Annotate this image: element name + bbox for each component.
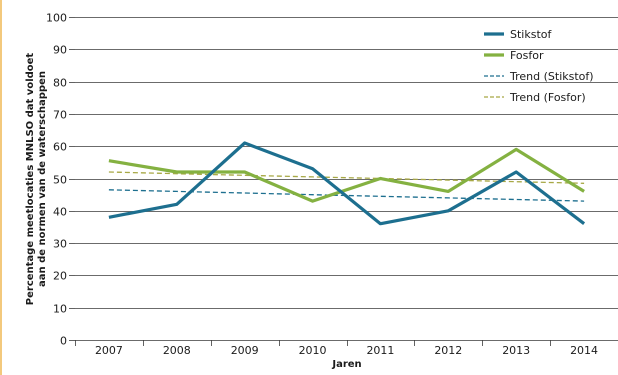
x-axis: 2007 2008 2009 2010 2011 2012 2013 2014 — [75, 340, 598, 357]
y-tick-label: 90 — [53, 44, 67, 57]
x-axis-title: Jaren — [331, 359, 361, 370]
legend-label: Stikstof — [510, 28, 552, 41]
legend-label: Trend (Stikstof) — [509, 70, 594, 83]
y-tick-label: 60 — [53, 141, 67, 154]
series-line-stikstof — [108, 141, 586, 226]
y-tick-label: 20 — [53, 270, 67, 283]
x-tick-label: 2013 — [502, 344, 530, 357]
x-tick-label: 2011 — [366, 344, 394, 357]
legend-label: Fosfor — [510, 49, 544, 62]
y-tick-label: 10 — [53, 303, 67, 316]
y-axis-title-line-1: Percentage meetlocaties MNLSO dat voldoe… — [25, 53, 36, 306]
y-tick-label: 40 — [53, 206, 67, 219]
y-axis-ticks: 0 10 20 30 40 50 60 70 80 90 100 — [46, 12, 75, 348]
x-tick-label: 2010 — [299, 344, 327, 357]
y-axis-title-line-2: aan de normen van de waterschappen — [37, 71, 48, 287]
y-tick-label: 100 — [46, 12, 67, 25]
series-line-trend-fosfor — [108, 171, 585, 184]
y-tick-label: 80 — [53, 77, 67, 90]
legend: Stikstof Fosfor Trend (Stikstof) Trend (Fos… — [484, 28, 594, 104]
legend-label: Trend (Fosfor) — [509, 91, 586, 104]
gridlines — [75, 17, 618, 341]
x-tick-label: 2008 — [163, 344, 191, 357]
y-tick-label: 50 — [53, 174, 67, 187]
y-tick-label: 0 — [60, 335, 67, 348]
x-tick-label: 2012 — [434, 344, 462, 357]
y-tick-label: 70 — [53, 109, 67, 122]
accent-border — [0, 0, 2, 375]
x-tick-label: 2014 — [570, 344, 598, 357]
series-lines — [108, 141, 586, 226]
x-tick-label: 2007 — [95, 344, 123, 357]
x-tick-label: 2009 — [231, 344, 259, 357]
series-line-trend-stikstof — [108, 189, 585, 202]
series-line-fosfor — [108, 147, 585, 203]
y-tick-label: 30 — [53, 238, 67, 251]
